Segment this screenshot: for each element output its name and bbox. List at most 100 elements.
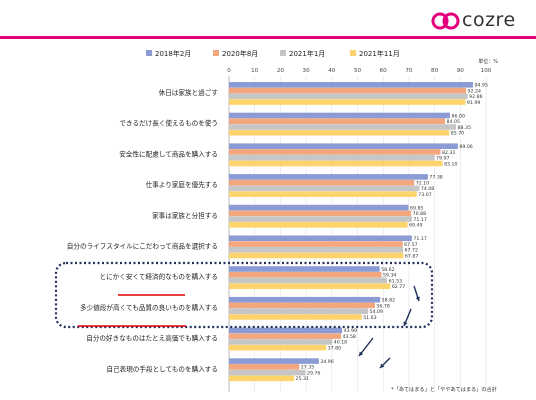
bar [229,235,412,242]
data-label: 92.24 [468,88,481,94]
arrow-head [415,296,420,301]
data-label: 67.87 [405,253,418,259]
category-label: 仕事より家庭を優先する [146,180,218,189]
unit-note: 単位：% [478,58,498,65]
bar [229,302,375,309]
data-label: 85.70 [451,131,464,137]
data-label: 88.35 [458,125,471,131]
data-label: 62.77 [392,284,405,290]
tick-label: 100 [481,68,492,74]
bar [229,327,343,334]
data-label: 56.78 [376,303,389,309]
bar [229,129,450,136]
legend-swatch [146,50,152,56]
bar [229,179,415,186]
tick-label: 30 [303,68,311,74]
arrow-head [359,351,364,356]
data-label: 69.85 [410,205,423,211]
tick-label: 90 [457,68,465,74]
brand-accent-bar [0,36,536,39]
data-label: 79.97 [436,156,449,162]
legend-label: 2018年2月 [155,49,191,58]
data-label: 91.99 [467,100,480,106]
data-label: 27.35 [301,365,314,371]
data-label: 82.31 [442,150,455,156]
data-label: 72.10 [416,180,429,186]
data-label: 61.53 [389,278,402,284]
data-label: 67.57 [404,242,417,248]
data-label: 43.99 [344,328,357,334]
category-label: 家事は家族と分担する [152,211,218,220]
tick-label: 80 [431,68,439,74]
data-label: 73.07 [418,192,431,198]
category-label: 自分の好きなものはたとえ高価でも購入する [86,334,218,343]
data-label: 34.96 [320,359,333,365]
tick-label: 70 [405,68,413,74]
bar [229,308,369,314]
arrow-head [403,321,408,326]
bar [229,252,404,259]
x-axis-ticks: 0 10 20 30 40 50 60 70 80 90 100 [227,68,492,74]
category-label: 休日は家族と過ごす [159,88,219,97]
data-label: 59.34 [383,273,396,279]
bar [229,222,408,228]
bar [229,216,412,222]
bar [229,160,443,167]
category-label: 多少値段が高くても品質の良いものを購入する [80,303,218,312]
data-label: 54.09 [370,309,383,315]
bar [229,143,458,149]
data-label: 89.06 [459,144,472,150]
footnote: *「あてはまる」と「ややあてはまる」の合計 [391,385,497,393]
data-label: 29.76 [307,370,320,376]
legend-label: 2020年8月 [222,49,258,58]
data-label: 94.95 [475,83,488,89]
bar [229,358,319,364]
tick-label: 0 [227,68,231,74]
data-label: 67.72 [405,248,418,254]
category-label: 自己表現の手段としてものを購入する [106,364,218,373]
bar [229,99,466,105]
bar [229,191,417,197]
data-label: 92.86 [469,94,482,100]
bar [229,369,306,376]
data-label: 51.63 [363,315,376,321]
tick-label: 40 [328,68,336,74]
tick-label: 50 [354,68,362,74]
bar [229,283,391,290]
data-label: 40.18 [334,340,347,346]
bar [229,375,295,382]
category-label: できるだけ長く使えるものを使う [119,119,218,128]
legend-swatch [213,50,219,56]
data-label: 70.88 [413,211,426,217]
category-label: とにかく安くて経済的なものを購入する [100,272,219,281]
legend-label: 2021年11月 [359,49,400,58]
arrow-head [380,363,385,368]
data-label: 74.08 [421,186,434,192]
category-label: 安全性に配慮して商品を購入する [119,149,218,158]
bar [229,149,441,155]
data-label: 84.05 [447,119,460,125]
bar [229,124,457,130]
legend: 2018年2月 2020年8月 2021年1月 2021年11月 [146,49,400,58]
bar [229,210,412,217]
tick-label: 20 [277,68,285,74]
data-label: 83.10 [444,161,457,167]
bar [229,185,420,192]
bar [229,333,342,339]
bar [229,93,468,100]
bar [229,82,474,88]
tick-label: 10 [251,68,259,74]
bar [229,339,333,345]
bar [229,241,403,247]
data-label: 71.17 [413,217,426,223]
bar [229,154,435,161]
tick-label: 60 [380,68,388,74]
data-label: 71.17 [413,236,426,242]
brand-name: cozre [462,9,516,31]
bar [229,112,451,119]
data-label: 77.38 [429,175,442,181]
legend-swatch [280,50,286,56]
highlight-box [54,261,434,329]
bar [229,344,327,351]
